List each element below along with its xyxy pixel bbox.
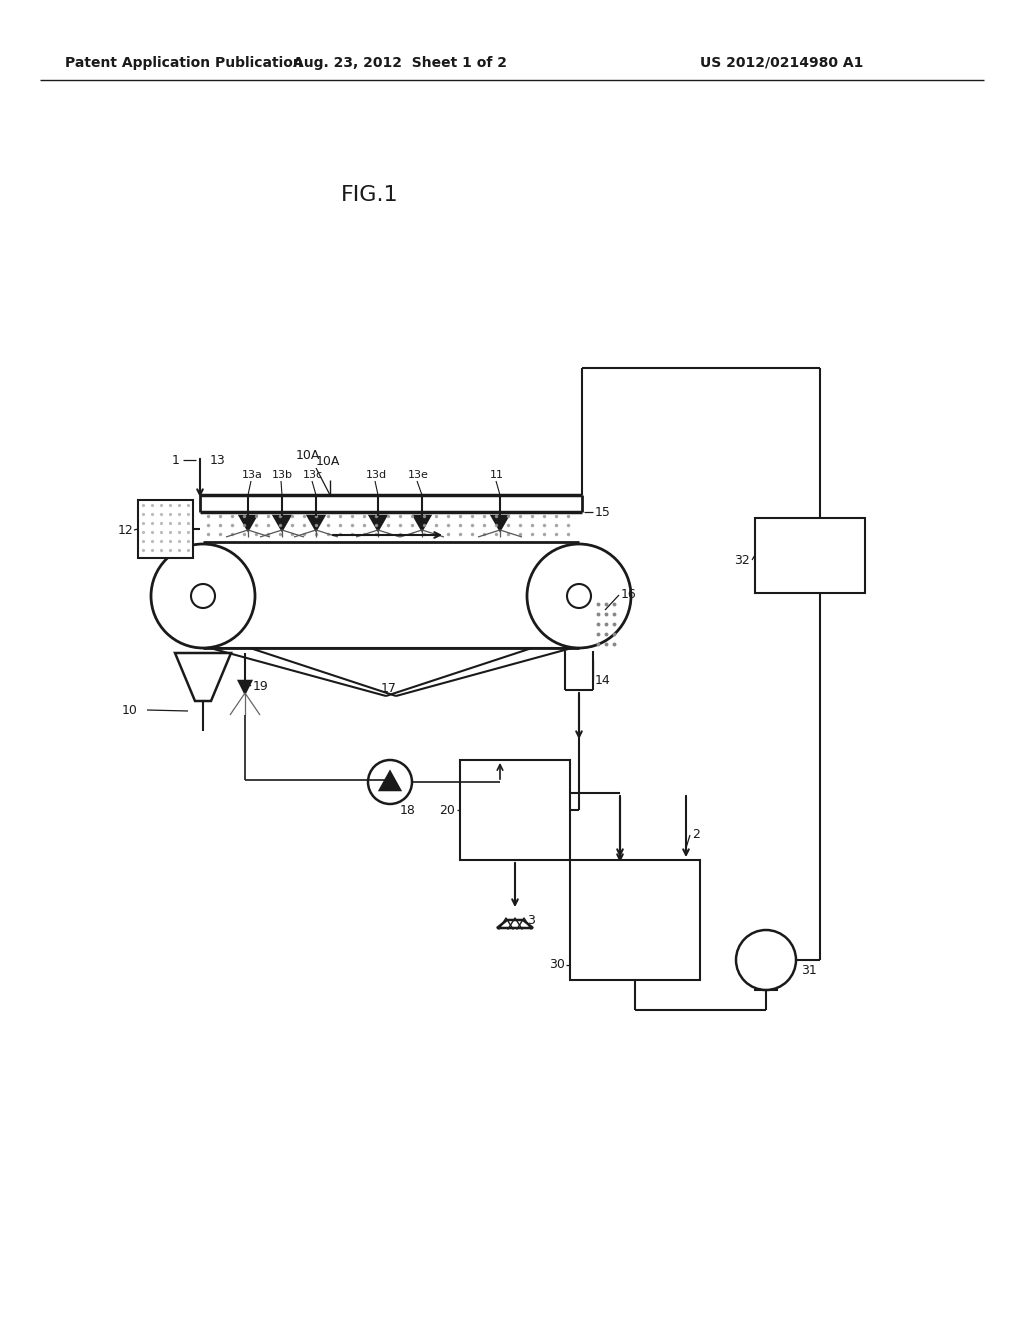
Text: 10: 10 (122, 704, 138, 717)
Text: 32: 32 (734, 553, 750, 566)
Text: 11: 11 (490, 470, 504, 480)
Text: FIG.1: FIG.1 (341, 185, 398, 205)
Text: 13e: 13e (408, 470, 429, 480)
Polygon shape (240, 516, 256, 531)
Polygon shape (274, 516, 290, 531)
Polygon shape (380, 772, 400, 789)
Polygon shape (492, 516, 508, 531)
Text: 10A: 10A (296, 449, 321, 462)
Text: 13: 13 (210, 454, 225, 466)
Text: 13c: 13c (303, 470, 324, 480)
Text: 15: 15 (595, 506, 611, 519)
Polygon shape (175, 653, 231, 701)
Text: Aug. 23, 2012  Sheet 1 of 2: Aug. 23, 2012 Sheet 1 of 2 (293, 55, 507, 70)
Text: 20: 20 (439, 804, 455, 817)
Polygon shape (308, 516, 324, 531)
Text: 3: 3 (527, 913, 535, 927)
Polygon shape (414, 516, 430, 531)
Polygon shape (239, 681, 251, 693)
Circle shape (527, 544, 631, 648)
Circle shape (567, 583, 591, 609)
Bar (570, 861, 700, 979)
Polygon shape (497, 920, 534, 928)
Text: 31: 31 (801, 964, 817, 977)
Text: 18: 18 (400, 804, 416, 817)
Polygon shape (370, 516, 386, 531)
Text: 10A: 10A (316, 455, 340, 469)
Circle shape (736, 931, 796, 990)
Text: Patent Application Publication: Patent Application Publication (65, 55, 303, 70)
Text: 16: 16 (621, 589, 637, 602)
Text: 2: 2 (692, 829, 699, 842)
Circle shape (191, 583, 215, 609)
Bar (138, 500, 193, 558)
Text: 14: 14 (595, 673, 610, 686)
Text: 12: 12 (118, 524, 133, 536)
Bar (755, 517, 865, 593)
Text: US 2012/0214980 A1: US 2012/0214980 A1 (700, 55, 863, 70)
Circle shape (368, 760, 412, 804)
Circle shape (151, 544, 255, 648)
Text: 1: 1 (172, 454, 180, 466)
Text: 30: 30 (549, 958, 565, 972)
Text: 13b: 13b (272, 470, 293, 480)
Text: 17: 17 (381, 681, 397, 694)
Text: 13d: 13d (366, 470, 387, 480)
Text: 19: 19 (253, 680, 268, 693)
Bar (460, 760, 570, 861)
Text: 13a: 13a (242, 470, 263, 480)
